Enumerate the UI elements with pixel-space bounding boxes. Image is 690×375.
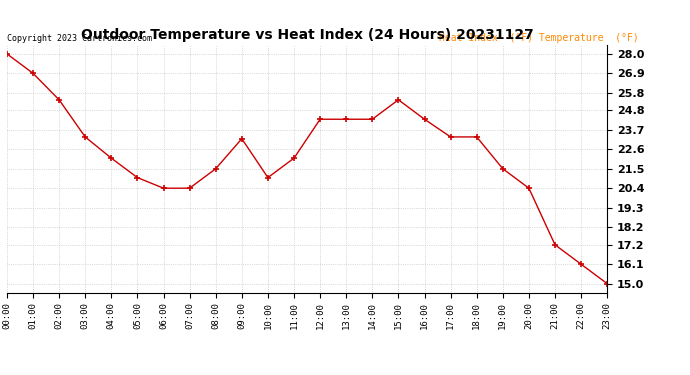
Text: Copyright 2023 Cartronics.com: Copyright 2023 Cartronics.com (7, 33, 152, 42)
Title: Outdoor Temperature vs Heat Index (24 Hours) 20231127: Outdoor Temperature vs Heat Index (24 Ho… (81, 28, 533, 42)
Text: Heat Index  (°F) Temperature  (°F): Heat Index (°F) Temperature (°F) (439, 33, 639, 42)
